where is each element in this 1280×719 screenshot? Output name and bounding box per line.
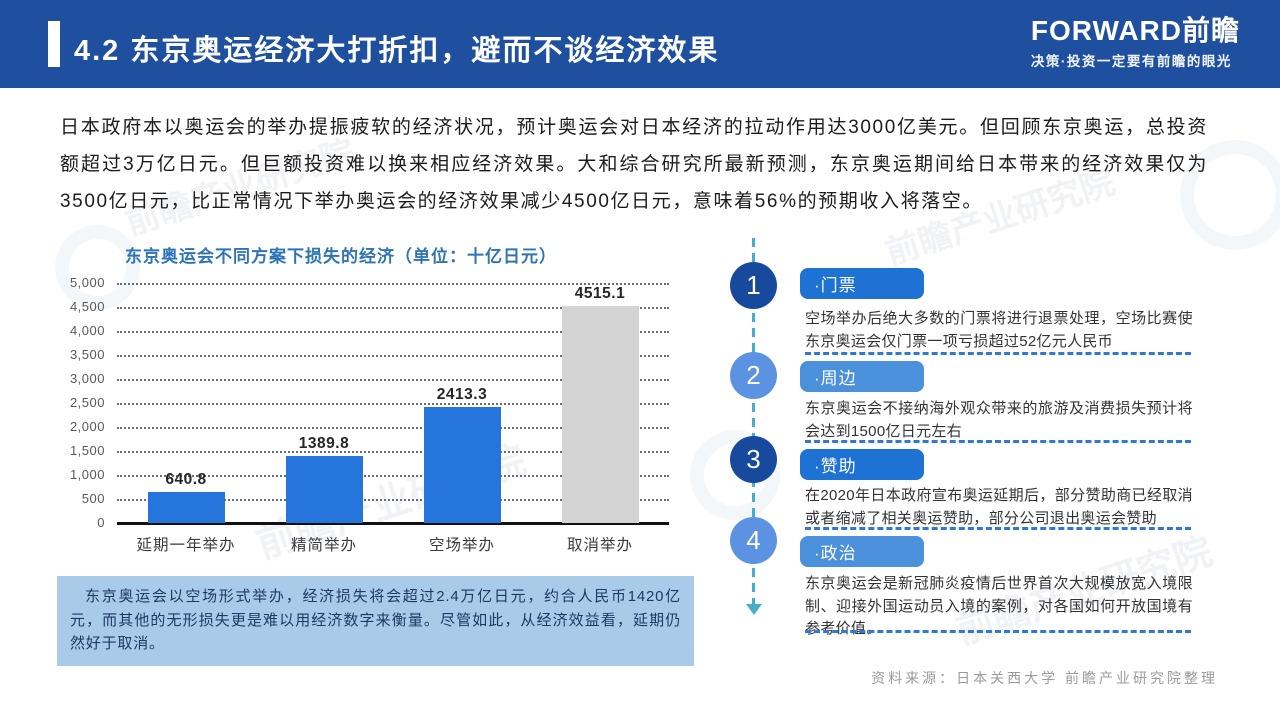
- x-tick-label: 空场举办: [428, 537, 495, 554]
- brand-logo-text: FORWARD前瞻: [1030, 15, 1240, 46]
- brand-tagline: 决策·投资一定要有前瞻的眼光: [1030, 54, 1232, 69]
- y-tick-label: 2,000: [69, 419, 105, 434]
- gridline: [117, 355, 669, 357]
- bar-postponed-one-year: [147, 492, 225, 523]
- gridline: [117, 379, 669, 381]
- y-tick-label: 500: [81, 491, 105, 506]
- bar-slot: 4515.1: [531, 283, 669, 523]
- y-tick-label: 2,500: [69, 395, 105, 410]
- arrow-down-icon: [746, 604, 762, 615]
- gridline: [117, 451, 669, 453]
- bar-slot: 1389.8: [255, 283, 393, 523]
- summary-note-box: 东京奥运会以空场形式举办，经济损失将会超过2.4万亿日元，约合人民币1420亿元…: [57, 576, 694, 666]
- y-tick-label: 4,000: [69, 323, 105, 338]
- timeline-step-1-label: ·门票: [800, 268, 924, 299]
- y-tick-label: 3,000: [69, 371, 105, 386]
- page-title: 4.2 东京奥运经济大打折扣，避而不谈经济效果: [74, 35, 720, 67]
- chart-title: 东京奥运会不同方案下损失的经济（单位：十亿日元）: [125, 247, 557, 266]
- y-tick-label: 0: [97, 515, 105, 530]
- timeline-step-1-description: 空场举办后绝大多数的门票将进行退票处理，空场比赛使东京奥运会仅门票一项亏损超过5…: [805, 310, 1193, 350]
- data-source-note: 资料来源：日本关西大学 前瞻产业研究院整理: [871, 670, 1218, 686]
- bar-chart-plot: [117, 283, 669, 525]
- y-tick-label: 1,500: [69, 443, 105, 458]
- dashed-divider: [805, 440, 1191, 443]
- dashed-divider: [805, 630, 1191, 633]
- gridline: [117, 307, 669, 309]
- gridline: [117, 331, 669, 333]
- gridline: [117, 403, 669, 405]
- bar-no-spectators: [423, 407, 501, 523]
- timeline-step-3-badge: 3: [730, 436, 777, 483]
- bar-slot: 2413.3: [393, 283, 531, 523]
- timeline-step-2-label: ·周边: [800, 361, 924, 392]
- brand-logo: FORWARD前瞻 决策·投资一定要有前瞻的眼光: [1031, 15, 1240, 70]
- gridline: [117, 427, 669, 429]
- gridline: [117, 499, 669, 501]
- bar-value-label: 2413.3: [436, 386, 488, 404]
- dashed-divider: [805, 527, 1191, 530]
- bar-simplified: [285, 456, 363, 523]
- x-axis-labels: 延期一年举办 精简举办 空场举办 取消举办: [117, 533, 669, 555]
- timeline-step-1-badge: 1: [730, 262, 777, 309]
- timeline-step-4-badge: 4: [730, 517, 777, 564]
- intro-paragraph: 日本政府本以奥运会的举办提振疲软的经济状况，预计奥运会对日本经济的拉动作用达30…: [60, 117, 1208, 212]
- x-tick-label: 取消举办: [566, 537, 633, 554]
- bar-value-label: 640.8: [165, 471, 207, 489]
- dashed-divider: [805, 352, 1191, 355]
- bar-value-label: 4515.1: [574, 285, 626, 303]
- y-tick-label: 1,000: [69, 467, 105, 482]
- bar-value-label: 1389.8: [298, 435, 350, 453]
- gridline: [117, 475, 669, 477]
- title-accent-bar: [48, 21, 60, 67]
- bars-row: 640.8 1389.8 2413.3 4515.1: [117, 283, 669, 523]
- timeline-step-4-label: ·政治: [800, 536, 924, 567]
- timeline-step-2-description: 东京奥运会不接纳海外观众带来的旅游及消费损失预计将会达到1500亿日元左右: [805, 400, 1193, 440]
- timeline-step-4-description: 东京奥运会是新冠肺炎疫情后世界首次大规模放宽入境限制、迎接外国运动员入境的案例，…: [805, 575, 1193, 637]
- x-tick-label: 精简举办: [290, 537, 357, 554]
- timeline-step-2-badge: 2: [730, 352, 777, 399]
- header-bar: 4.2 东京奥运经济大打折扣，避而不谈经济效果 FORWARD前瞻 决策·投资一…: [0, 0, 1280, 88]
- x-tick-label: 延期一年举办: [136, 537, 236, 554]
- y-axis-labels: 5,000 4,500 4,000 3,500 3,000 2,500 2,000 1,500…: [57, 275, 105, 530]
- gridline: [117, 283, 669, 285]
- x-axis-line: [117, 522, 669, 525]
- timeline-dashed-line: [752, 238, 755, 606]
- timeline-step-3-description: 在2020年日本政府宣布奥运延期后，部分赞助商已经取消或者缩减了相关奥运赞助，部…: [805, 487, 1193, 527]
- timeline-step-3-label: ·赞助: [800, 449, 924, 480]
- y-tick-label: 4,500: [69, 299, 105, 314]
- y-tick-label: 3,500: [69, 347, 105, 362]
- y-tick-label: 5,000: [69, 275, 105, 290]
- bar-slot: 640.8: [117, 283, 255, 523]
- bar-cancelled: [561, 306, 639, 523]
